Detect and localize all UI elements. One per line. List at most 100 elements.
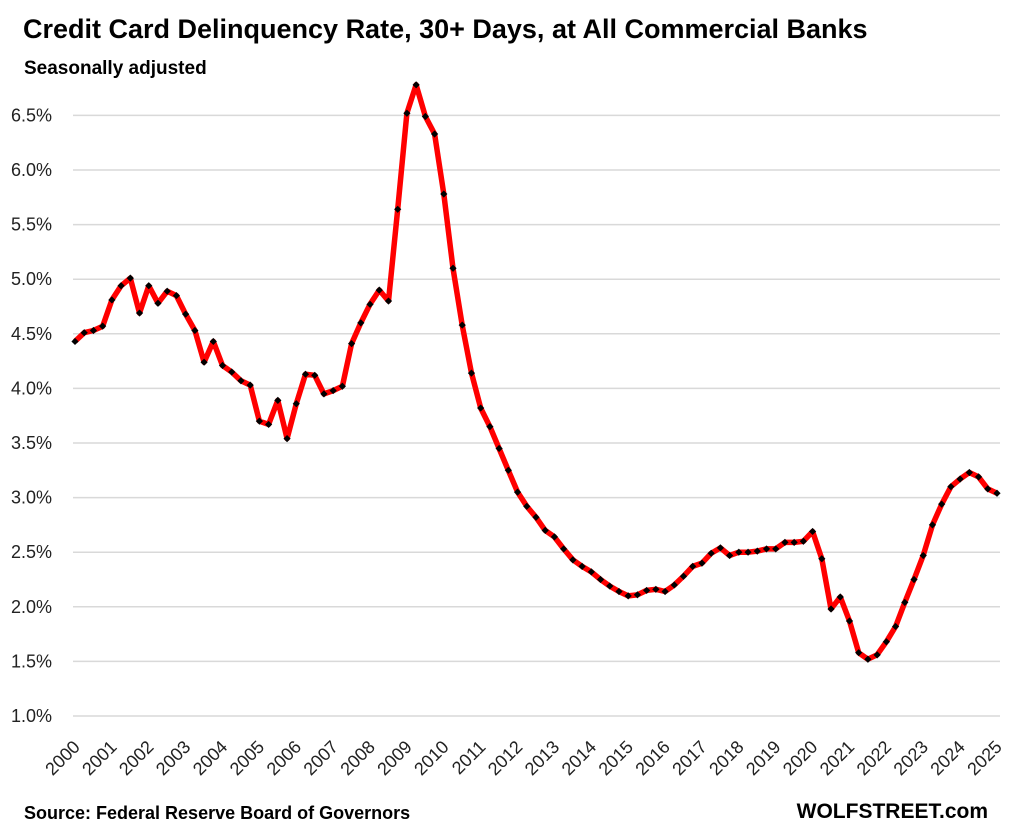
x-tick-label: 2008: [336, 737, 378, 779]
data-point-marker: [504, 466, 512, 474]
data-point-marker: [689, 562, 697, 570]
data-point-marker: [882, 638, 890, 646]
data-point-marker: [560, 545, 568, 553]
x-tick-label: 2010: [410, 737, 452, 779]
x-tick-label: 2001: [78, 737, 120, 779]
data-point-marker: [855, 649, 863, 657]
data-point-marker: [809, 527, 817, 536]
data-point-marker: [679, 572, 688, 580]
data-point-marker: [421, 112, 429, 121]
data-point-marker: [357, 319, 365, 327]
x-axis: 2000200120022003200420052006200720082009…: [41, 737, 1005, 779]
data-point-marker: [449, 264, 457, 272]
x-tick-label: 2009: [373, 737, 415, 779]
data-point-marker: [283, 435, 291, 443]
data-point-marker: [938, 500, 946, 508]
x-tick-label: 2005: [226, 737, 268, 779]
data-point-marker: [790, 538, 798, 546]
data-point-marker: [486, 423, 494, 431]
chart-title: Credit Card Delinquency Rate, 30+ Days, …: [23, 14, 868, 44]
data-point-marker: [182, 310, 190, 318]
data-point-marker: [255, 417, 263, 425]
data-point-marker: [541, 526, 549, 534]
data-point-marker: [513, 488, 522, 496]
data-point-marker: [218, 361, 227, 370]
data-point-marker: [587, 568, 595, 576]
data-point-marker: [477, 404, 485, 412]
y-tick-label: 4.5%: [11, 324, 52, 344]
data-point-marker: [172, 291, 181, 300]
data-point-marker: [772, 545, 780, 553]
x-tick-label: 2007: [300, 737, 342, 779]
chart-subtitle: Seasonally adjusted: [24, 58, 207, 79]
data-point-marker: [744, 548, 752, 556]
y-tick-label: 5.0%: [11, 269, 52, 289]
y-tick-label: 3.0%: [11, 488, 52, 508]
data-point-marker: [827, 605, 835, 613]
data-point-marker: [375, 286, 383, 294]
data-point-marker: [338, 382, 346, 390]
data-point-marker: [523, 502, 531, 510]
data-point-marker: [412, 81, 420, 89]
data-point-marker: [145, 282, 153, 290]
data-point-marker: [864, 655, 872, 663]
series-line: [73, 82, 999, 662]
data-point-marker: [89, 326, 98, 335]
data-point-marker: [550, 533, 559, 541]
data-point-marker: [643, 586, 651, 595]
x-tick-label: 2018: [705, 737, 747, 779]
data-point-marker: [799, 537, 807, 545]
data-point-marker: [108, 296, 116, 304]
data-point-marker: [716, 544, 724, 552]
data-point-marker: [818, 555, 826, 563]
data-point-marker: [80, 329, 88, 337]
y-tick-label: 6.0%: [11, 160, 52, 180]
data-point-marker: [845, 617, 854, 625]
gridlines: [73, 114, 1000, 717]
x-tick-label: 2015: [595, 737, 637, 779]
y-tick-label: 2.0%: [11, 597, 52, 617]
data-point-marker: [781, 538, 789, 546]
y-tick-label: 2.5%: [11, 542, 52, 562]
data-point-marker: [661, 587, 669, 596]
data-point-marker: [836, 593, 844, 601]
data-point-marker: [532, 513, 540, 521]
data-point-marker: [384, 297, 393, 305]
data-point-marker: [311, 371, 319, 379]
data-point-marker: [209, 337, 217, 346]
x-tick-label: 2021: [816, 737, 858, 779]
data-point-marker: [246, 381, 254, 389]
x-tick-label: 2012: [484, 737, 526, 779]
source-note: Source: Federal Reserve Board of Governo…: [24, 803, 411, 823]
x-tick-label: 2011: [448, 737, 490, 779]
x-tick-label: 2019: [742, 737, 784, 779]
data-point-marker: [891, 622, 900, 631]
data-point-marker: [910, 575, 918, 584]
data-point-marker: [624, 592, 632, 600]
x-tick-label: 2000: [41, 737, 83, 779]
brand-watermark: WOLFSTREET.com: [796, 800, 988, 823]
y-tick-label: 5.5%: [11, 215, 52, 235]
x-tick-label: 2020: [779, 737, 821, 779]
data-point-marker: [965, 468, 973, 477]
y-tick-label: 1.5%: [11, 651, 52, 671]
data-point-marker: [956, 475, 964, 483]
data-point-marker: [762, 545, 771, 553]
y-axis: 1.0% 1.5% 2.0% 2.5% 3.0% 3.5% 4.0% 4.5% 5.0% 5.5%…: [11, 105, 52, 726]
data-point-marker: [974, 473, 983, 481]
x-tick-label: 2014: [558, 737, 600, 779]
data-point-marker: [394, 205, 402, 213]
data-point-marker: [698, 559, 706, 567]
data-point-marker: [292, 400, 300, 408]
x-tick-label: 2016: [631, 737, 673, 779]
data-point-marker: [928, 521, 937, 529]
series-delinquency-rate: [71, 81, 1001, 663]
data-point-marker: [652, 585, 660, 593]
data-point-marker: [265, 420, 273, 429]
data-point-marker: [670, 581, 678, 589]
data-point-marker: [606, 582, 614, 590]
data-point-marker: [633, 591, 642, 599]
data-point-marker: [984, 485, 992, 493]
x-tick-label: 2017: [668, 737, 710, 779]
